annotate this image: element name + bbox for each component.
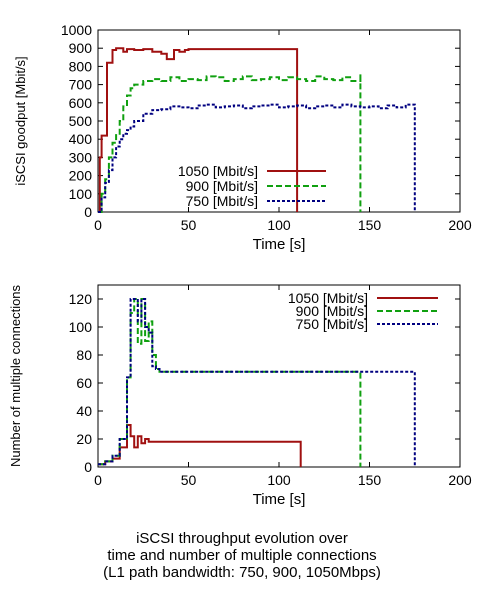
legend-label: 1050 [Mbit/s] (288, 290, 368, 306)
x-tick-label: 50 (181, 217, 197, 233)
x-tick-label: 100 (267, 217, 291, 233)
legend-label: 900 [Mbit/s] (296, 303, 368, 319)
y-axis-label: Number of multiple connections (8, 284, 23, 467)
y-tick-label: 0 (84, 204, 92, 220)
x-axis-label: Time [s] (253, 236, 306, 253)
y-tick-label: 80 (76, 347, 92, 363)
y-tick-label: 100 (69, 319, 93, 335)
figure-caption: iSCSI throughput evolution over time and… (0, 530, 484, 581)
y-tick-label: 900 (69, 40, 93, 56)
x-tick-label: 50 (181, 472, 197, 488)
legend-label: 1050 [Mbit/s] (178, 163, 258, 179)
y-tick-label: 600 (69, 95, 93, 111)
x-tick-label: 200 (448, 472, 472, 488)
y-tick-label: 300 (69, 149, 93, 165)
y-tick-label: 60 (76, 375, 92, 391)
legend-label: 900 [Mbit/s] (186, 178, 258, 194)
series-line-900 (98, 73, 362, 213)
x-axis-label: Time [s] (253, 491, 306, 508)
y-tick-label: 800 (69, 58, 93, 74)
y-tick-label: 400 (69, 131, 93, 147)
caption-line-1: iSCSI throughput evolution over (136, 530, 348, 547)
caption-line-3: (L1 path bandwidth: 750, 900, 1050Mbps) (103, 564, 381, 581)
y-tick-label: 100 (69, 186, 93, 202)
series-line-1050 (98, 47, 299, 213)
caption-line-2: time and number of multiple connections (107, 547, 377, 564)
y-tick-label: 0 (84, 459, 92, 475)
series-line-750 (98, 298, 416, 467)
y-tick-label: 700 (69, 77, 93, 93)
legend-label: 750 [Mbit/s] (296, 316, 368, 332)
y-tick-label: 40 (76, 403, 92, 419)
x-tick-label: 0 (94, 217, 102, 233)
y-tick-label: 20 (76, 431, 92, 447)
plot-frame (97, 29, 461, 213)
series-line-1050 (98, 424, 302, 467)
plot-frame (97, 284, 461, 468)
x-tick-label: 150 (358, 472, 382, 488)
y-tick-label: 1000 (61, 22, 92, 38)
connections-chart: 0 20 40 60 80 100 120 0 50 100 150 200 Time [s] Numbe… (8, 284, 472, 508)
y-tick-label: 120 (69, 291, 93, 307)
y-axis-label: iSCSI goodput [Mbit/s] (13, 56, 28, 185)
x-tick-label: 100 (267, 472, 291, 488)
y-tick-label: 200 (69, 168, 93, 184)
x-tick-label: 150 (358, 217, 382, 233)
series-line-750 (98, 103, 416, 213)
y-tick-label: 500 (69, 113, 93, 129)
legend-label: 750 [Mbit/s] (186, 193, 258, 209)
x-tick-label: 0 (94, 472, 102, 488)
x-tick-label: 200 (448, 217, 472, 233)
